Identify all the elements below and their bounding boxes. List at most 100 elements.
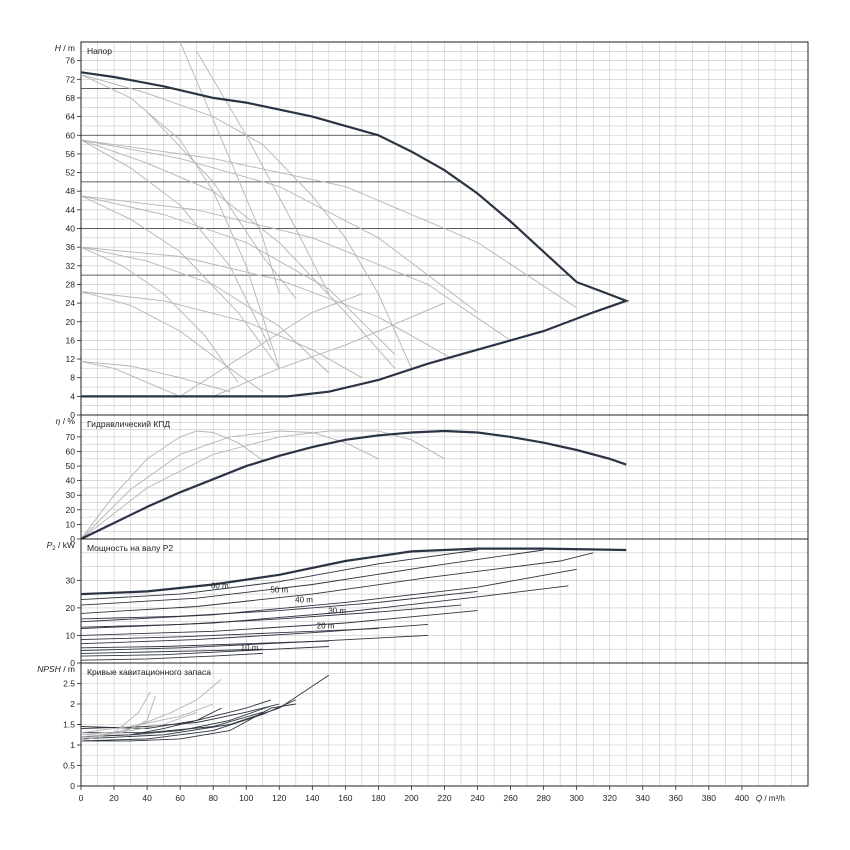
y-tick-label: 20 [66, 505, 76, 515]
y-axis-unit: / m [61, 664, 75, 674]
y-axis-unit: / m [61, 43, 75, 53]
series-curve [81, 703, 296, 742]
series-curve [81, 139, 478, 313]
y-tick-label: 0 [70, 534, 75, 544]
series-curve [81, 628, 379, 641]
series-curve [81, 640, 329, 649]
series-curve [146, 111, 297, 299]
series-curve [81, 290, 363, 379]
x-tick-label: 120 [272, 793, 286, 803]
series-curve [81, 195, 511, 341]
x-tick-label: 220 [437, 793, 451, 803]
x-tick-label: 40 [142, 793, 152, 803]
y-tick-label: 60 [66, 446, 76, 456]
y-tick-label: 68 [66, 93, 76, 103]
curve-label: 10 m [241, 644, 259, 653]
y-tick-label: 12 [66, 354, 76, 364]
series-curve [81, 360, 230, 393]
series-curve [81, 290, 264, 393]
x-tick-label: 60 [175, 793, 185, 803]
y-tick-label: 40 [66, 476, 76, 486]
y-tick-label: 2 [70, 699, 75, 709]
y-tick-label: 60 [66, 130, 76, 140]
panel-curves [81, 674, 330, 742]
panel-efficiency: 0 10 20 30 40 50 60 70 η / % Гидравлический КПД [56, 414, 809, 544]
x-tick-label: 240 [470, 793, 484, 803]
series-curve-gray [81, 711, 197, 736]
y-tick-label: 2.5 [63, 679, 75, 689]
x-tick-label: 0 [79, 793, 84, 803]
y-axis-symbol: NPSH [37, 664, 61, 674]
y-tick-label: 0.5 [63, 761, 75, 771]
series-curve [81, 74, 280, 369]
series-curve [81, 195, 396, 355]
panel-title: Мощность на валу P2 [87, 543, 173, 553]
y-tick-label: 10 [66, 519, 76, 529]
y-axis-unit: / kW [56, 540, 75, 550]
panel-title: Напор [87, 46, 112, 56]
y-tick-label: 76 [66, 56, 76, 66]
series-curve [213, 302, 445, 397]
x-axis-label: Q / m³/h [756, 794, 785, 803]
series-curve [81, 707, 222, 738]
series-curve [81, 549, 544, 606]
series-curve [81, 246, 330, 374]
y-tick-label: 10 [66, 630, 76, 640]
series-curve [81, 549, 478, 601]
y-tick-label: 28 [66, 279, 76, 289]
y-tick-label: 20 [66, 317, 76, 327]
series-curve [81, 674, 330, 740]
series-curve [81, 648, 263, 654]
panel-title: Кривые кавитационного запаса [87, 667, 211, 677]
main-efficiency-curve [81, 429, 627, 539]
y-tick-label: 56 [66, 149, 76, 159]
x-tick-label: 260 [503, 793, 517, 803]
series-curve [81, 195, 280, 369]
x-tick-label: 400 [735, 793, 749, 803]
y-axis-label: NPSH / m [37, 664, 75, 674]
series-curve [81, 590, 478, 620]
y-tick-label: 0 [70, 658, 75, 668]
series-curve [81, 246, 239, 383]
series-curve [81, 552, 594, 614]
x-tick-label: 80 [208, 793, 218, 803]
series-curve [81, 646, 329, 657]
series-curve [81, 430, 445, 539]
y-tick-label: 8 [70, 373, 75, 383]
y-tick-label: 48 [66, 186, 76, 196]
series-curve [81, 652, 263, 661]
x-axis: Q / m³/h 0 20 40 60 80 100 120 140 160 180 200 220 2… [79, 786, 785, 803]
y-axis-symbol: η [56, 416, 61, 426]
y-tick-label: 0 [70, 410, 75, 420]
y-tick-label: 1 [70, 740, 75, 750]
x-tick-label: 100 [239, 793, 253, 803]
x-tick-label: 340 [636, 793, 650, 803]
panel-curves [81, 42, 630, 398]
y-tick-label: 36 [66, 242, 76, 252]
y-tick-label: 4 [70, 391, 75, 401]
x-tick-label: 320 [603, 793, 617, 803]
curve-label: 40 m [295, 595, 313, 604]
series-curve [81, 139, 272, 350]
x-tick-label: 280 [537, 793, 551, 803]
y-tick-label: 30 [66, 490, 76, 500]
x-axis-unit: / m³/h [762, 794, 785, 803]
x-tick-label: 380 [702, 793, 716, 803]
y-tick-label: 40 [66, 224, 76, 234]
y-axis-subscript: 2 [52, 546, 56, 552]
series-curve [81, 568, 577, 623]
curve-label: 60 m [211, 582, 229, 591]
x-tick-label: 160 [338, 793, 352, 803]
y-tick-label: 24 [66, 298, 76, 308]
y-tick-label: 50 [66, 461, 76, 471]
series-curve-gray [81, 691, 151, 740]
series-curve [81, 139, 396, 369]
y-tick-label: 0 [70, 781, 75, 791]
x-tick-label: 200 [404, 793, 418, 803]
x-axis-quantity: Q [756, 794, 762, 803]
series-curve-gray [81, 703, 214, 734]
series-curve-gray [81, 679, 222, 742]
series-curve [81, 610, 478, 636]
y-axis-symbol: P [47, 540, 53, 550]
